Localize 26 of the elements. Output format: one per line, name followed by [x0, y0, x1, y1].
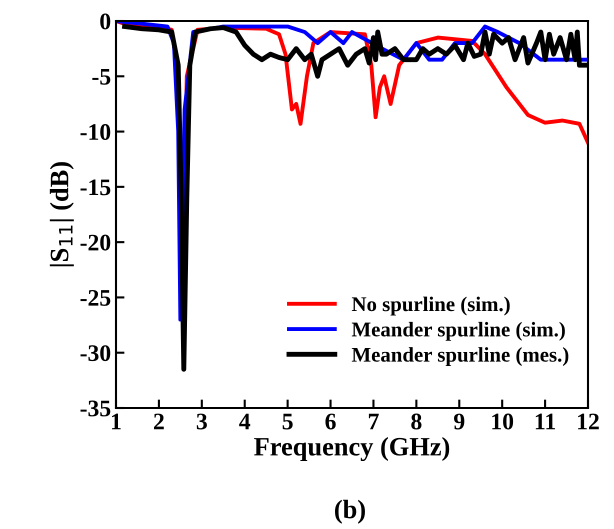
x-axis-title: Frequency (GHz) [254, 437, 450, 462]
legend-label: Meander spurline (mes.) [352, 347, 568, 366]
x-tick-label: 11 [536, 414, 556, 430]
x-tick-label: 3 [196, 414, 207, 430]
y-axis-title: |S$_{11}$| (dB) [50, 162, 74, 266]
y-tick-label: -35 [80, 400, 110, 416]
y-tick-label: -15 [80, 179, 110, 196]
legend-label: No spurline (sim.) [352, 296, 510, 316]
legend-label: Meander spurline (sim.) [352, 322, 565, 341]
y-tick-label: -20 [80, 234, 110, 251]
x-tick-label: 8 [411, 414, 422, 430]
x-tick-label: 1 [112, 414, 121, 430]
x-tick-label: 4 [239, 414, 250, 430]
x-tick-label: 6 [325, 414, 336, 430]
y-tick-label: -30 [80, 345, 110, 362]
y-tick-label: -10 [80, 124, 110, 140]
x-tick-label: 9 [454, 414, 464, 430]
y-tick-label: -25 [80, 290, 110, 306]
x-tick-label: 12 [578, 414, 599, 430]
x-tick-label: 5 [282, 414, 293, 430]
y-tick-label: 0 [100, 13, 110, 30]
text: (b) [335, 500, 365, 524]
y-tick-label: -5 [92, 69, 110, 85]
x-tick-label: 10 [492, 414, 514, 430]
x-tick-label: 7 [368, 414, 379, 430]
x-tick-label: 2 [154, 414, 164, 430]
